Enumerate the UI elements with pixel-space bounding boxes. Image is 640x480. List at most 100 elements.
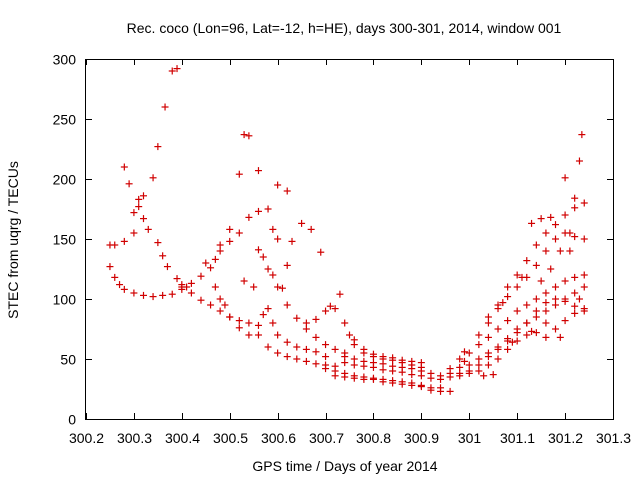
data-point [293, 343, 301, 351]
data-point [302, 357, 310, 365]
x-tick-label: 300.2 [69, 430, 104, 446]
data-point [528, 327, 536, 335]
data-point [571, 289, 579, 297]
data-point [269, 225, 277, 233]
data-point [408, 365, 416, 373]
data-point [111, 241, 119, 249]
data-point [235, 170, 243, 178]
data-point [571, 309, 579, 317]
data-point [552, 235, 560, 243]
data-point [369, 350, 377, 358]
data-point [427, 369, 435, 377]
y-tick-labels: 0 50 100 150 200 250 300 [53, 52, 77, 428]
data-point [513, 271, 521, 279]
x-tick-label: 300.7 [309, 430, 344, 446]
data-point [494, 301, 502, 309]
data-point [499, 299, 507, 307]
data-point [116, 281, 124, 289]
data-point [130, 229, 138, 237]
data-point [504, 345, 512, 353]
data-point [322, 307, 330, 315]
data-point [417, 359, 425, 367]
data-point [168, 67, 176, 75]
data-point [149, 293, 157, 301]
data-point [465, 361, 473, 369]
data-point [504, 283, 512, 291]
data-point [484, 333, 492, 341]
x-tick-label: 300.6 [261, 430, 296, 446]
data-point [130, 289, 138, 297]
data-point [379, 353, 387, 361]
data-point [298, 219, 306, 227]
data-point [207, 264, 215, 272]
data-point [552, 325, 560, 333]
data-point [532, 313, 540, 321]
data-point [542, 299, 550, 307]
data-point [542, 319, 550, 327]
data-point [480, 372, 488, 380]
data-point [398, 356, 406, 364]
data-point [556, 333, 564, 341]
data-point [312, 333, 320, 341]
data-point [173, 275, 181, 283]
data-point [130, 209, 138, 217]
data-point [360, 375, 368, 383]
data-point [331, 345, 339, 353]
chart-title: Rec. coco (Lon=96, Lat=-12, h=HE), days … [127, 20, 562, 36]
data-point [475, 331, 483, 339]
data-point [523, 331, 531, 339]
data-point [283, 301, 291, 309]
data-point [552, 221, 560, 229]
y-tick-label: 250 [53, 112, 77, 128]
data-point [350, 374, 358, 382]
data-point [341, 353, 349, 361]
data-point [561, 297, 569, 305]
data-point [302, 325, 310, 333]
data-point [542, 229, 550, 237]
data-point [398, 363, 406, 371]
data-point [250, 283, 258, 291]
data-point [475, 367, 483, 375]
data-point [149, 174, 157, 182]
data-point [456, 355, 464, 363]
plot-frame [85, 59, 614, 420]
data-point [293, 314, 301, 322]
data-point [226, 313, 234, 321]
x-tick-label: 300.5 [213, 430, 248, 446]
data-point [326, 302, 334, 310]
data-point [408, 371, 416, 379]
data-point [542, 333, 550, 341]
data-point [264, 343, 272, 351]
data-point [341, 373, 349, 381]
y-tick-label: 200 [53, 172, 77, 188]
data-point [561, 174, 569, 182]
data-point [245, 319, 253, 327]
x-tick-label: 301.1 [500, 430, 535, 446]
data-point [465, 367, 473, 375]
data-point [350, 361, 358, 369]
x-tick-label: 300.8 [356, 430, 391, 446]
data-point [312, 348, 320, 356]
x-tick-label: 301.2 [548, 430, 583, 446]
data-point [187, 289, 195, 297]
data-point [532, 241, 540, 249]
y-tick-label: 100 [53, 292, 77, 308]
data-point [504, 337, 512, 345]
data-point [144, 225, 152, 233]
data-point [269, 271, 277, 279]
data-point [283, 261, 291, 269]
data-point [561, 317, 569, 325]
data-point [446, 387, 454, 395]
data-point [575, 295, 583, 303]
x-tick-label: 301 [458, 430, 482, 446]
data-point [240, 131, 248, 139]
data-point [264, 205, 272, 213]
data-point [513, 337, 521, 345]
data-point [360, 357, 368, 365]
data-point [475, 361, 483, 369]
data-point [178, 283, 186, 291]
x-axis-label: GPS time / Days of year 2014 [252, 458, 437, 474]
data-point [523, 319, 531, 327]
data-point [235, 229, 243, 237]
data-point [552, 283, 560, 291]
